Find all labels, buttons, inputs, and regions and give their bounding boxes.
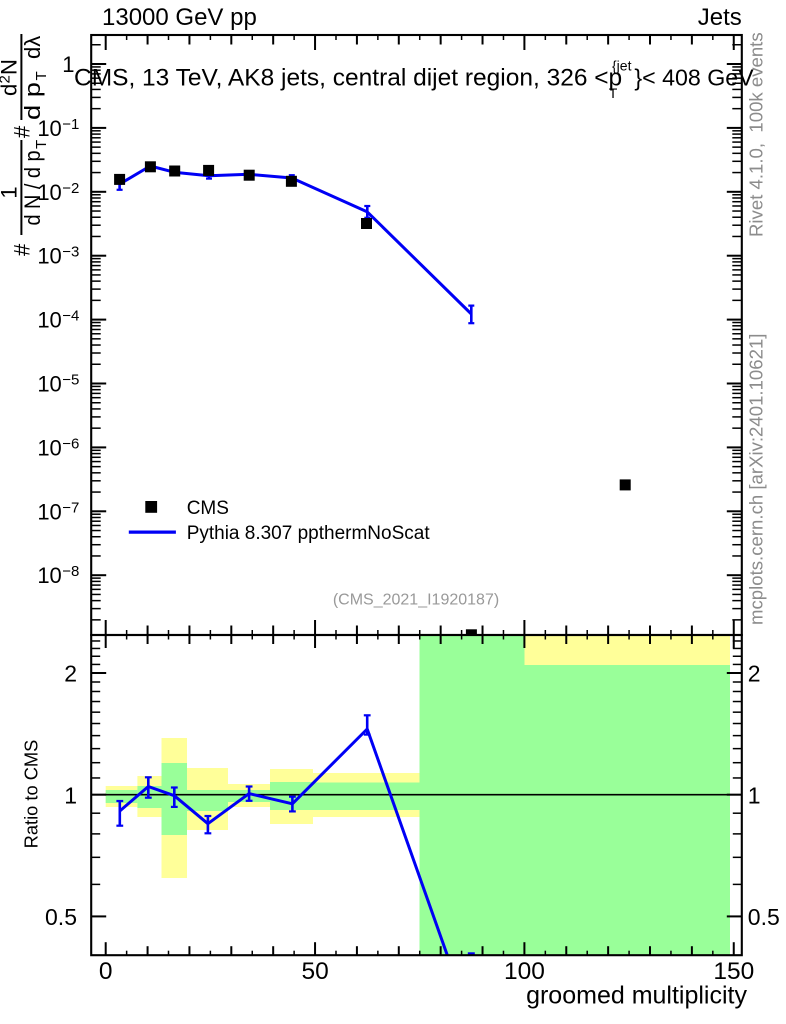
- svg-text:10: 10: [37, 435, 61, 460]
- svg-text:CMS, 13 TeV, AK8 jets, central: CMS, 13 TeV, AK8 jets, central dijet reg…: [74, 65, 622, 92]
- svg-text:2: 2: [0, 75, 13, 83]
- svg-text:−5: −5: [62, 372, 79, 389]
- svg-text:0.5: 0.5: [748, 904, 780, 930]
- svg-text:#: #: [9, 125, 34, 138]
- svg-text:mcplots.cern.ch [arXiv:2401.10: mcplots.cern.ch [arXiv:2401.10621]: [746, 334, 767, 625]
- svg-text:dλ: dλ: [20, 36, 45, 59]
- svg-text:T: T: [609, 85, 618, 101]
- svg-text:10: 10: [37, 180, 61, 205]
- svg-text:−6: −6: [62, 435, 79, 452]
- svg-text:10: 10: [37, 372, 61, 397]
- svg-text:0.5: 0.5: [45, 904, 77, 930]
- svg-text:150: 150: [713, 958, 754, 985]
- svg-text:T: T: [33, 71, 50, 80]
- svg-text:−7: −7: [62, 499, 79, 516]
- svg-text:N: N: [0, 59, 21, 75]
- svg-text:−3: −3: [62, 244, 79, 261]
- svg-text:100: 100: [504, 958, 545, 985]
- svg-text:2: 2: [748, 661, 761, 687]
- svg-text:−4: −4: [62, 308, 79, 325]
- svg-text:{jet: {jet: [612, 58, 632, 74]
- svg-text:d N / d p: d N / d p: [20, 151, 45, 226]
- svg-text:1: 1: [0, 186, 21, 198]
- svg-text:1: 1: [62, 52, 74, 77]
- svg-text:1: 1: [64, 782, 77, 808]
- svg-text:#: #: [9, 243, 34, 256]
- svg-text:}< 408 GeV: }< 408 GeV: [634, 65, 754, 91]
- svg-text:10: 10: [37, 499, 61, 524]
- svg-text:d p: d p: [20, 82, 45, 120]
- svg-text:Jets: Jets: [698, 4, 742, 31]
- svg-text:−8: −8: [62, 563, 79, 580]
- svg-text:CMS: CMS: [187, 498, 229, 519]
- svg-text:−1: −1: [62, 116, 79, 133]
- svg-text:(CMS_2021_I1920187): (CMS_2021_I1920187): [333, 591, 499, 608]
- svg-text:13000 GeV pp: 13000 GeV pp: [102, 4, 257, 31]
- svg-text:1: 1: [748, 782, 761, 808]
- svg-text:groomed multiplicity: groomed multiplicity: [526, 982, 747, 1010]
- svg-text:10: 10: [37, 563, 61, 588]
- svg-text:−2: −2: [62, 180, 79, 197]
- svg-text:Ratio to CMS: Ratio to CMS: [21, 740, 42, 849]
- svg-text:10: 10: [37, 308, 61, 333]
- svg-text:10: 10: [37, 116, 61, 141]
- svg-text:Pythia 8.307 ppthermNoScat: Pythia 8.307 ppthermNoScat: [187, 523, 431, 544]
- svg-text:10: 10: [37, 244, 61, 269]
- svg-text:Rivet 4.1.0, 100k events: Rivet 4.1.0, 100k events: [746, 32, 767, 237]
- svg-text:50: 50: [301, 958, 328, 985]
- svg-text:T: T: [33, 140, 50, 149]
- svg-text:0: 0: [99, 958, 113, 985]
- svg-text:2: 2: [64, 661, 77, 687]
- svg-text:d: d: [0, 84, 21, 96]
